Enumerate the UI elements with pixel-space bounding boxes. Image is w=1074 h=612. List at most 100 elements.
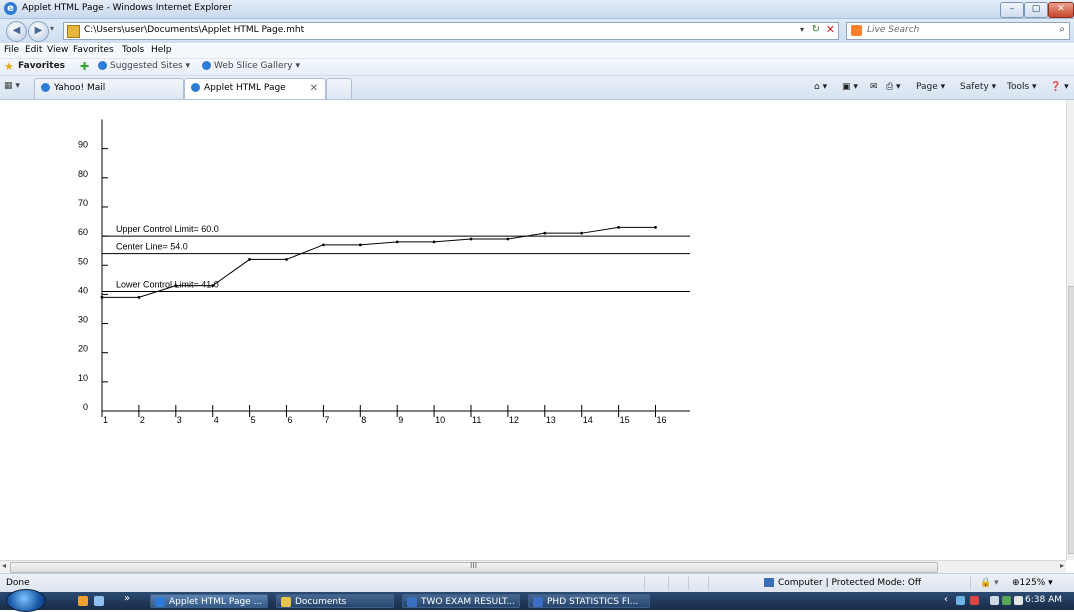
data-point: [617, 225, 620, 229]
print-icon[interactable]: ⎙ ▾: [886, 82, 901, 92]
data-point: [506, 237, 510, 241]
tab-row: ▦ ▾ Yahoo! Mail Applet HTML Page ✕ ⌂ ▾ ▣…: [0, 76, 1074, 100]
status-divider: [688, 576, 689, 590]
taskbar-clock[interactable]: 6:38 AM: [1025, 595, 1062, 605]
taskbar-label: TWO EXAM RESULT...: [421, 597, 516, 607]
tab-label: Applet HTML Page: [204, 83, 286, 93]
close-window-button[interactable]: ✕: [1048, 2, 1074, 18]
data-point: [211, 284, 215, 288]
maximize-button[interactable]: ▢: [1024, 2, 1048, 18]
word-document-icon: [533, 597, 543, 607]
data-point: [469, 237, 473, 241]
horizontal-scrollbar[interactable]: ◂ III ▸: [0, 560, 1066, 573]
taskbar-phd-statistics[interactable]: PHD STATISTICS FI...: [528, 594, 650, 608]
address-field[interactable]: C:\Users\user\Documents\Applet HTML Page…: [63, 22, 839, 40]
x-tick-label: 1: [103, 415, 108, 425]
data-point: [395, 240, 399, 244]
vertical-scrollbar[interactable]: [1066, 100, 1074, 560]
feeds-icon[interactable]: ▣ ▾: [842, 82, 858, 92]
menu-edit[interactable]: Edit: [25, 45, 43, 55]
safety-menu-button[interactable]: Safety ▾: [960, 82, 997, 92]
media-player-icon[interactable]: [78, 596, 88, 606]
refresh-icon[interactable]: ↻: [811, 24, 820, 35]
stop-icon[interactable]: ✕: [825, 23, 835, 36]
quick-launch-more[interactable]: »: [124, 593, 131, 604]
status-text: Done: [6, 578, 30, 588]
folder-icon: [281, 597, 291, 607]
taskbar-documents[interactable]: Documents: [276, 594, 394, 608]
protected-mode-icon[interactable]: 🔒 ▾: [980, 578, 999, 588]
suggested-sites-link[interactable]: Suggested Sites ▾: [98, 61, 190, 71]
horizontal-scroll-thumb[interactable]: [10, 562, 938, 573]
mail-icon[interactable]: ✉: [870, 82, 878, 92]
scroll-left-icon[interactable]: ◂: [2, 561, 7, 570]
show-desktop-icon[interactable]: [94, 596, 104, 606]
vertical-scroll-thumb[interactable]: [1068, 286, 1074, 554]
tray-expand-chevron[interactable]: ‹: [944, 594, 948, 605]
quick-tabs-button[interactable]: ▦ ▾: [4, 81, 20, 91]
x-tick-label: 15: [620, 415, 630, 425]
close-tab-icon[interactable]: ✕: [309, 83, 318, 94]
address-url: C:\Users\user\Documents\Applet HTML Page…: [84, 25, 305, 35]
status-divider: [668, 576, 669, 590]
word-document-icon: [407, 597, 417, 607]
y-tick-label: 90: [78, 140, 88, 150]
web-slice-gallery-link[interactable]: Web Slice Gallery ▾: [202, 61, 300, 71]
data-point: [137, 295, 141, 299]
forward-button[interactable]: ▶: [28, 21, 49, 42]
y-tick-label: 10: [78, 373, 88, 383]
data-point: [654, 225, 657, 229]
recent-pages-dropdown-icon[interactable]: ▾: [50, 24, 55, 33]
tab-yahoo-mail[interactable]: Yahoo! Mail: [34, 78, 184, 99]
ie-page-icon: [202, 61, 211, 70]
page-menu-button[interactable]: Page ▾: [916, 82, 946, 92]
status-bar: Done Computer | Protected Mode: Off 🔒 ▾ …: [0, 573, 1074, 592]
address-dropdown-icon[interactable]: ▾: [799, 25, 804, 34]
status-divider: [970, 576, 971, 590]
help-icon[interactable]: ❓ ▾: [1050, 82, 1069, 92]
y-tick-label: 50: [78, 256, 88, 266]
tab-label: Yahoo! Mail: [54, 83, 106, 93]
upper-control-limit-line-label: Upper Control Limit= 60.0: [116, 224, 219, 234]
menu-tools[interactable]: Tools: [122, 45, 145, 55]
connection-icon[interactable]: [1002, 596, 1011, 605]
menu-favorites[interactable]: Favorites: [73, 45, 114, 55]
keyboard-icon[interactable]: [990, 596, 999, 605]
menu-file[interactable]: File: [4, 45, 20, 55]
menu-view[interactable]: View: [47, 45, 69, 55]
security-zone[interactable]: Computer | Protected Mode: Off: [778, 578, 922, 588]
minimize-button[interactable]: –: [1000, 2, 1024, 18]
search-icon[interactable]: ⌕: [1059, 24, 1065, 35]
home-icon[interactable]: ⌂ ▾: [814, 82, 828, 92]
scroll-right-icon[interactable]: ▸: [1059, 561, 1064, 570]
x-tick-label: 11: [472, 415, 481, 425]
add-favorite-icon[interactable]: ✚: [80, 60, 90, 73]
address-toolbar: ◀ ▶ ▾ C:\Users\user\Documents\Applet HTM…: [0, 19, 1074, 43]
network-icon[interactable]: [956, 596, 965, 605]
volume-icon[interactable]: [1014, 596, 1023, 605]
data-point: [432, 240, 436, 244]
zoom-level[interactable]: ⊕125% ▾: [1012, 578, 1053, 588]
search-input[interactable]: Live Search ⌕: [846, 22, 1070, 40]
data-point: [174, 284, 178, 288]
x-tick-label: 2: [140, 415, 145, 425]
search-placeholder: Live Search: [867, 25, 920, 35]
start-button[interactable]: [6, 589, 46, 612]
back-button[interactable]: ◀: [6, 21, 27, 42]
taskbar-label: PHD STATISTICS FI...: [547, 597, 639, 607]
taskbar-applet-html-page[interactable]: Applet HTML Page ...: [150, 594, 268, 608]
live-search-icon: [851, 25, 862, 36]
window-title-bar: e Applet HTML Page - Windows Internet Ex…: [0, 0, 1074, 19]
y-tick-label: 20: [78, 344, 88, 354]
scroll-grip: III: [470, 561, 478, 570]
tab-applet-html-page[interactable]: Applet HTML Page ✕: [184, 78, 326, 99]
security-alert-icon[interactable]: [970, 596, 979, 605]
favorites-button[interactable]: Favorites: [18, 61, 66, 71]
x-tick-label: 5: [251, 415, 256, 425]
new-tab-button[interactable]: [326, 78, 352, 99]
tools-menu-button[interactable]: Tools ▾: [1007, 82, 1037, 92]
y-tick-label: 60: [78, 227, 88, 237]
taskbar-two-exam-result[interactable]: TWO EXAM RESULT...: [402, 594, 520, 608]
menu-help[interactable]: Help: [151, 45, 172, 55]
suggested-sites-label: Suggested Sites ▾: [110, 61, 191, 71]
